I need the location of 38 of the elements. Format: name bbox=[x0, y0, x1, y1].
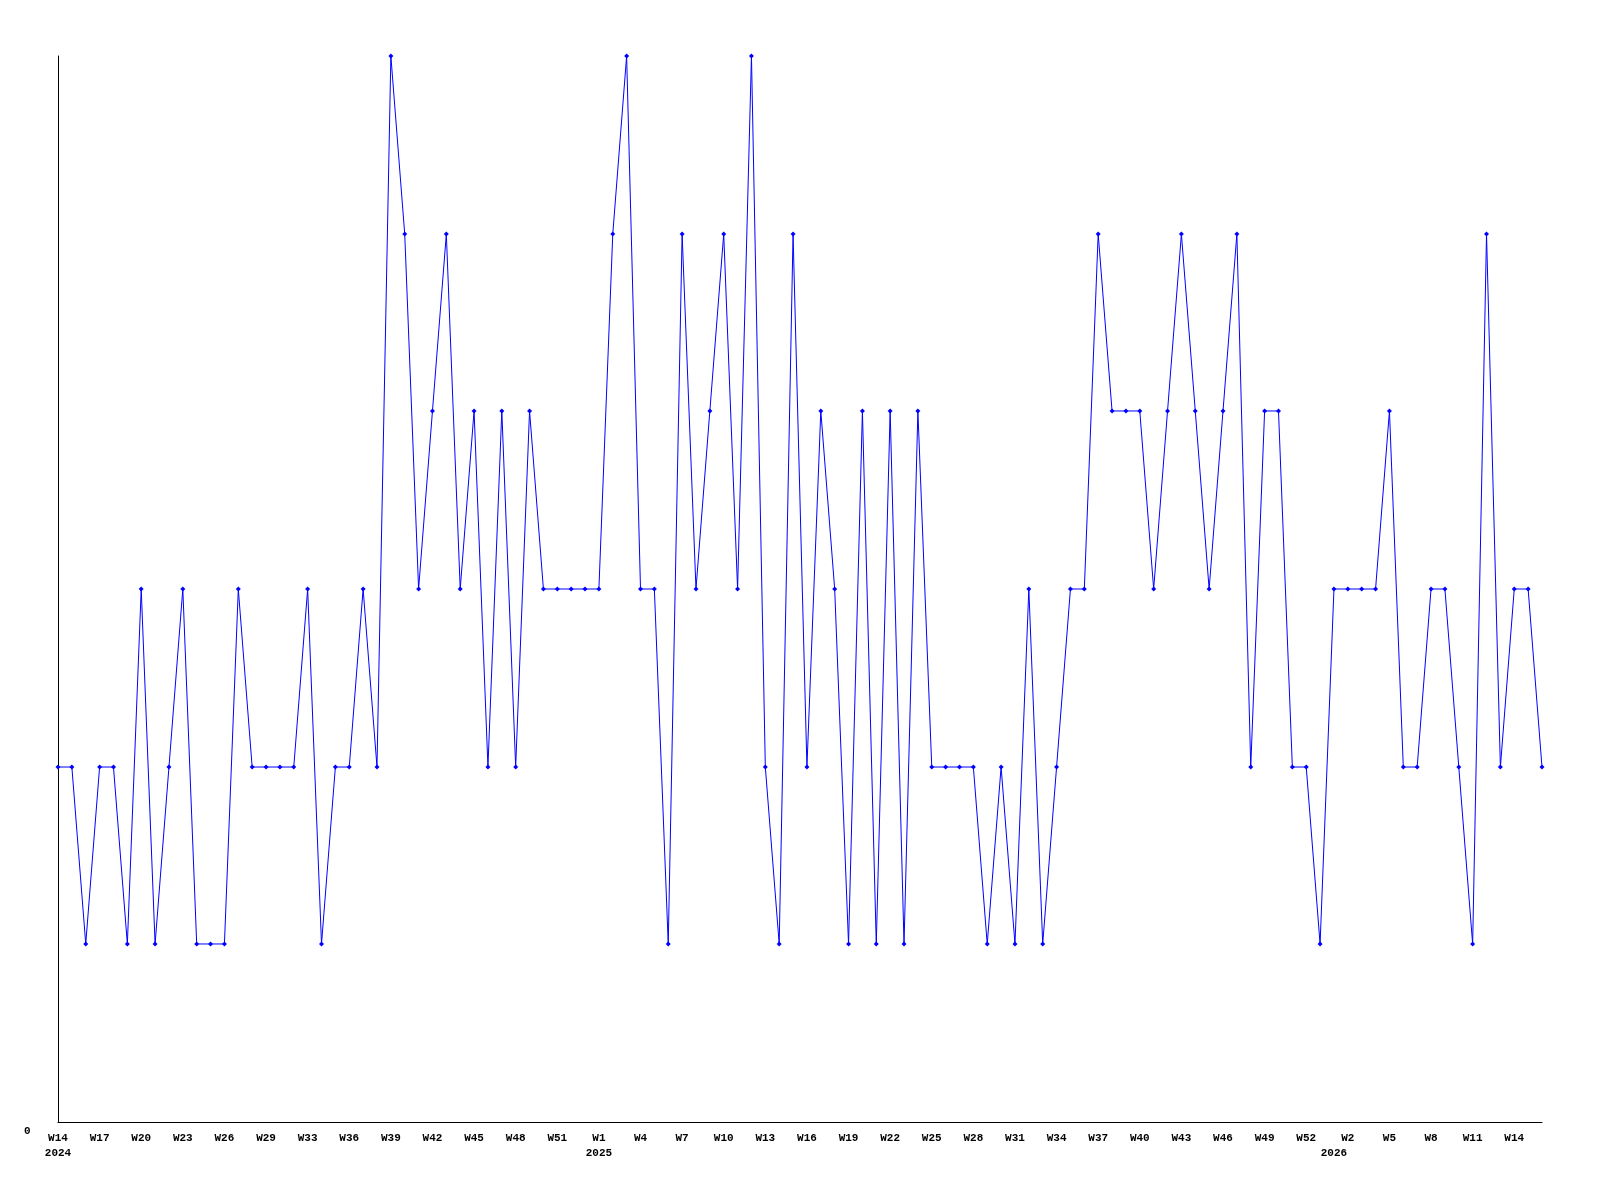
x-tick-label: W43 bbox=[1171, 1131, 1192, 1144]
x-tick-label: W14 2024 bbox=[44, 1131, 72, 1159]
x-tick-label: W14 bbox=[1504, 1131, 1525, 1144]
x-tick-label: W52 bbox=[1296, 1131, 1317, 1144]
x-tick-label: W7 bbox=[675, 1131, 689, 1144]
x-tick-label: W33 bbox=[297, 1131, 318, 1144]
x-tick-label: W36 bbox=[339, 1131, 360, 1144]
x-tick-label: W8 bbox=[1424, 1131, 1439, 1144]
x-tick-label: W1 2025 bbox=[585, 1131, 613, 1159]
x-tick-label: W39 bbox=[380, 1131, 401, 1144]
x-tick-label: W11 bbox=[1462, 1131, 1483, 1144]
x-tick-label: W2 bbox=[1341, 1131, 1355, 1144]
x-tick-label: W51 bbox=[547, 1131, 568, 1144]
x-tick-label: W28 bbox=[963, 1131, 984, 1144]
x-tick-label: W31 bbox=[1005, 1131, 1026, 1144]
x-tick-label: W25 bbox=[921, 1131, 943, 1144]
x-tick-label: W22 bbox=[880, 1131, 901, 1144]
x-tick-label: W29 bbox=[256, 1131, 276, 1144]
x-tick-label: W10 bbox=[713, 1131, 734, 1144]
x-tick-label: W49 bbox=[1254, 1131, 1275, 1144]
x-tick-label: W5 bbox=[1382, 1131, 1397, 1144]
x-tick-label: W48 bbox=[505, 1131, 526, 1144]
x-tick-label: W17 bbox=[89, 1131, 110, 1144]
x-tick-label: W34 bbox=[1046, 1131, 1067, 1144]
x-tick-label: W20 bbox=[131, 1131, 152, 1144]
x-tick-label: W23 bbox=[172, 1131, 194, 1144]
x-tick-label: W46 bbox=[1213, 1131, 1233, 1144]
x-tick-label: W40 bbox=[1129, 1131, 1150, 1144]
x-tick-label: W45 bbox=[464, 1131, 485, 1144]
x-tick-label: W19 bbox=[838, 1131, 859, 1144]
x-tick-label: W37 bbox=[1088, 1131, 1109, 1144]
x-tick-label: W4 bbox=[633, 1131, 648, 1144]
x-tick-label: W16 bbox=[797, 1131, 817, 1144]
text: 0 bbox=[24, 1124, 31, 1137]
x-tick-label: W26 bbox=[214, 1131, 235, 1144]
x-tick-label: W42 bbox=[422, 1131, 443, 1144]
x-tick-label: 2026 bbox=[1320, 1146, 1348, 1159]
x-tick-label: W13 bbox=[755, 1131, 776, 1144]
